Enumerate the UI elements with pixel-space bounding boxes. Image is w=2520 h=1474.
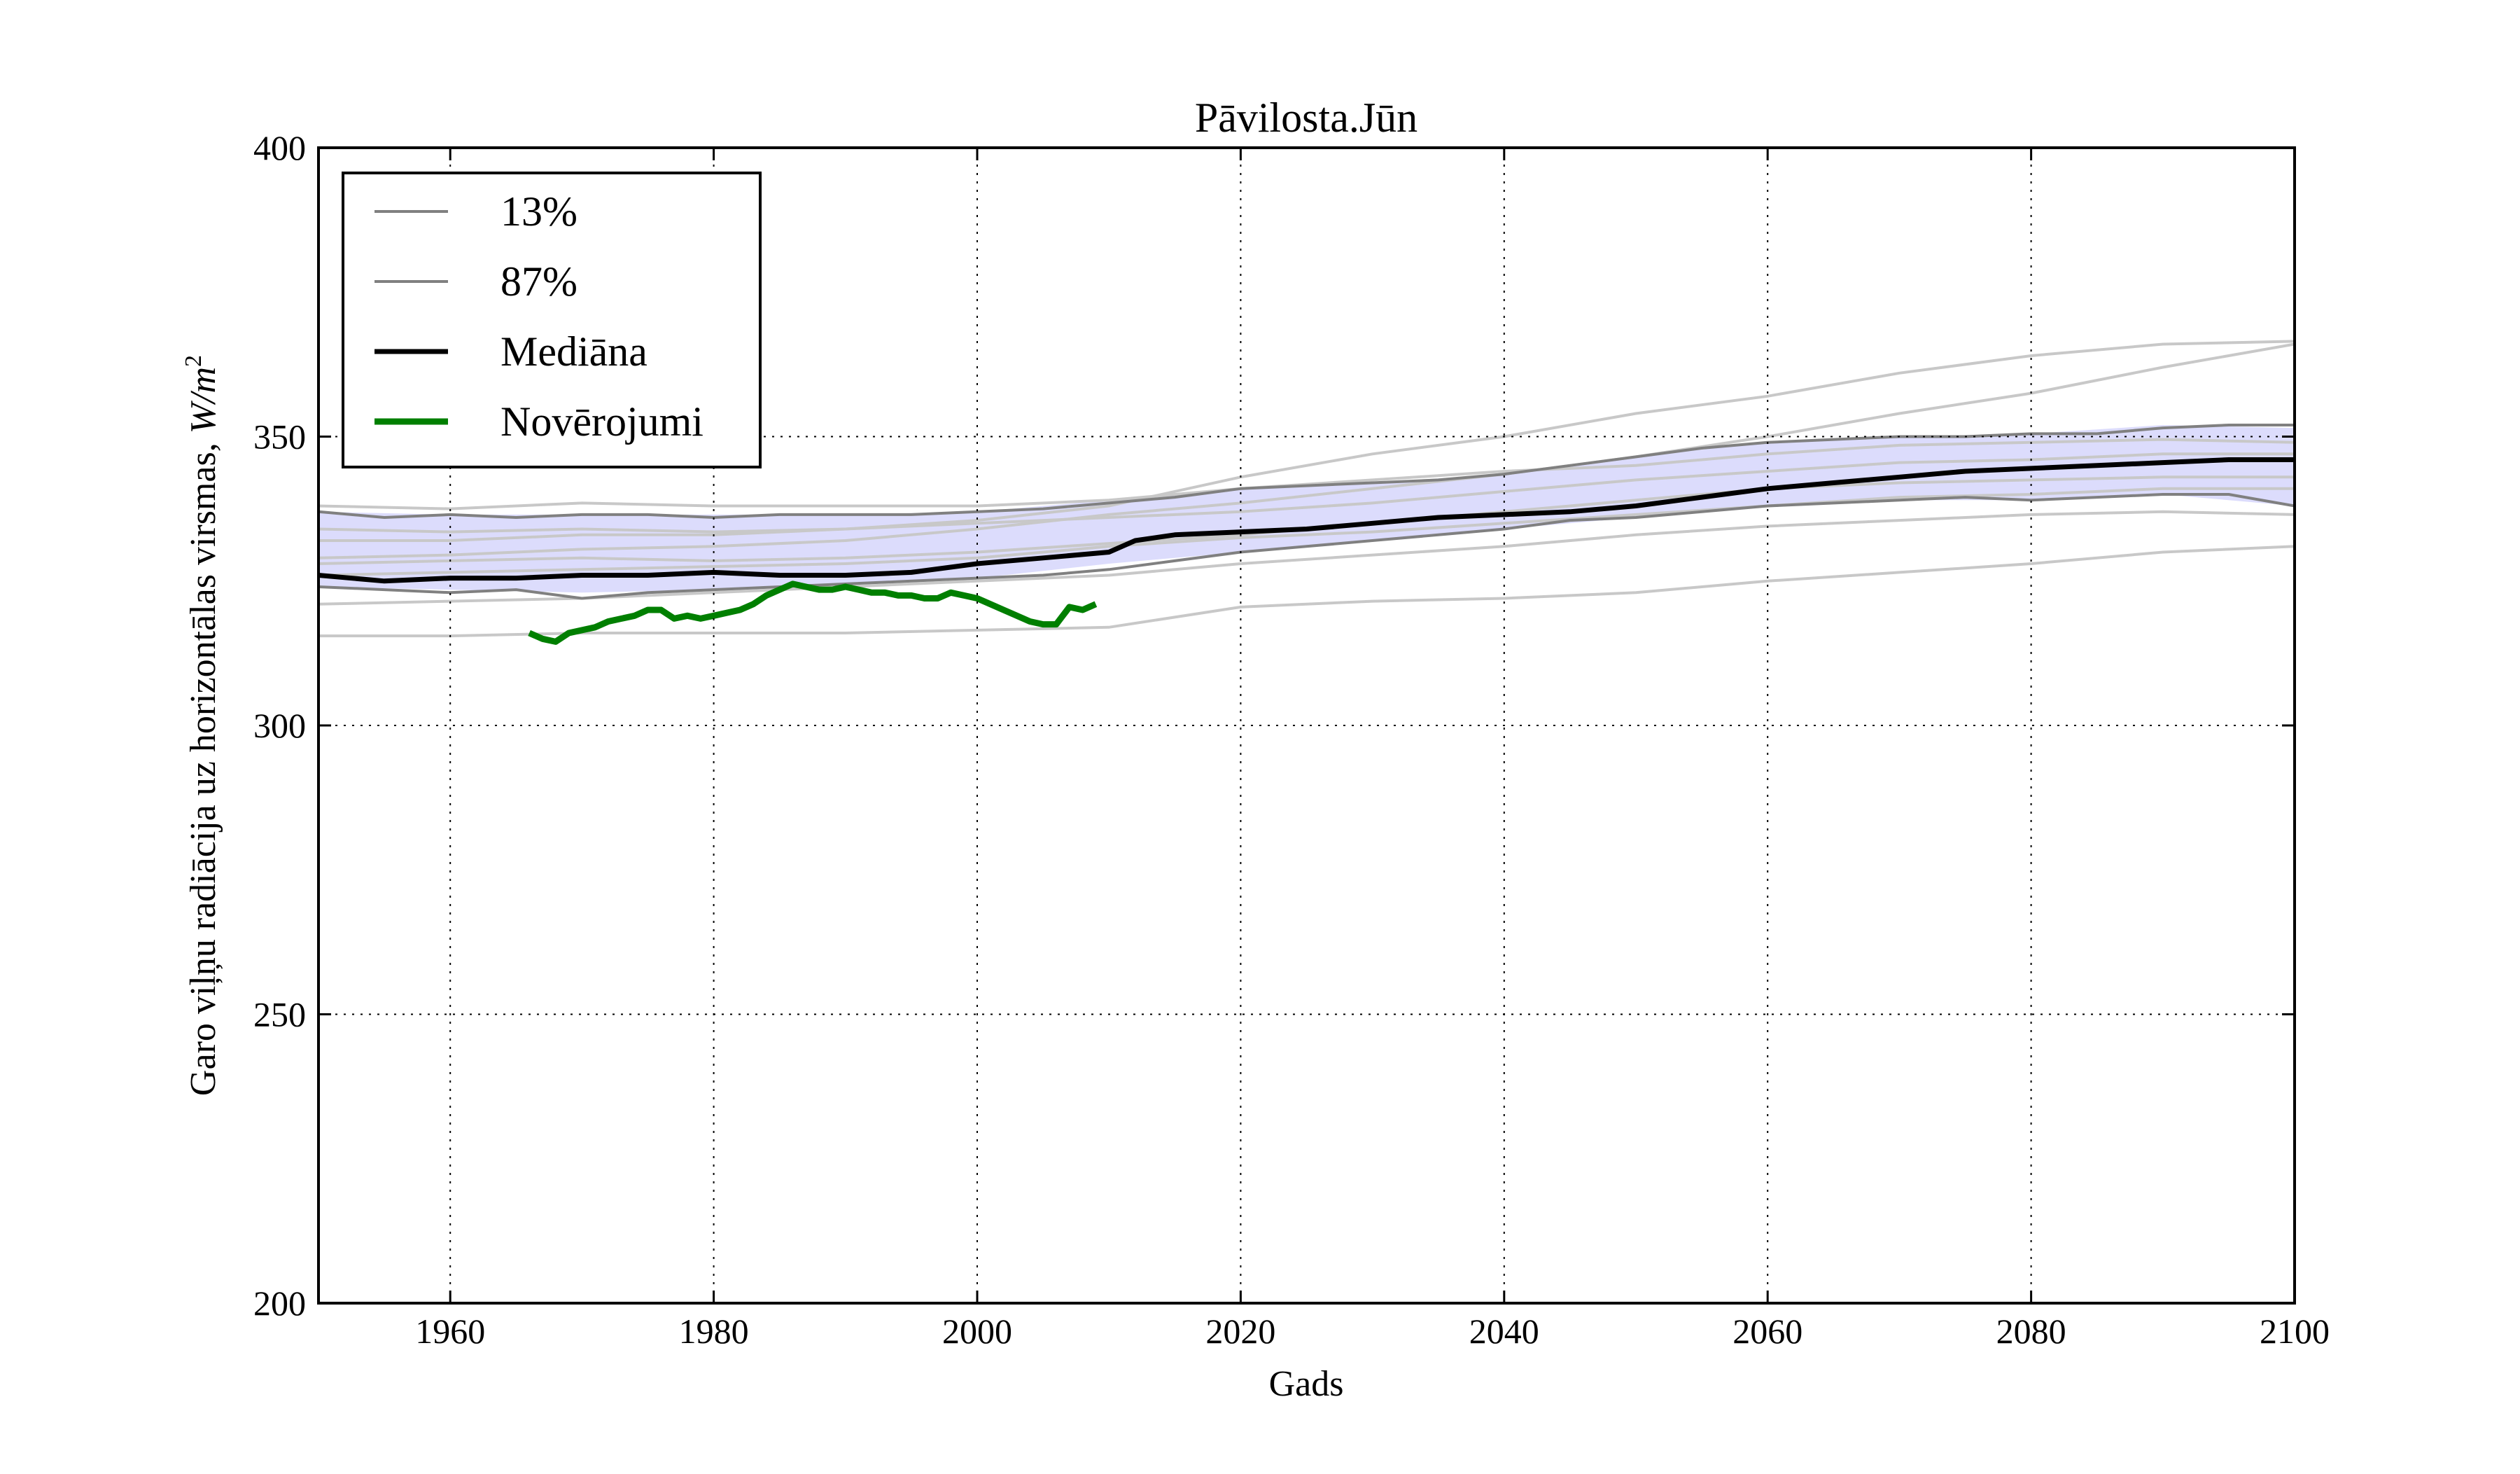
x-axis-label: Gads <box>1269 1364 1344 1404</box>
y-axis-label-unit: W/m <box>183 367 223 433</box>
x-tick-label: 2100 <box>2260 1312 2330 1351</box>
percentile-13-line <box>318 493 2295 600</box>
legend: 13% 87% Mediāna Novērojumi <box>342 172 762 468</box>
legend-label: Mediāna <box>500 328 648 375</box>
legend-label: Novērojumi <box>500 398 704 445</box>
y-tick-label: 400 <box>253 128 306 167</box>
ensemble-member-line <box>318 510 2295 606</box>
plot-area <box>318 340 2295 645</box>
ensemble-member-line <box>318 545 2295 638</box>
chart-title: Pāvilosta.Jūn <box>1195 95 1418 141</box>
x-tick-label: 2080 <box>1996 1312 2066 1351</box>
y-axis-label-exponent: 2 <box>181 355 206 367</box>
legend-box <box>342 172 762 468</box>
x-tick-label: 2060 <box>1732 1312 1802 1351</box>
y-tick-label: 350 <box>253 417 306 457</box>
axis-ticks: 1960 1980 2000 2020 2040 2060 2080 2100 200 250 30… <box>253 128 2330 1351</box>
ensemble-member-line <box>318 452 2295 534</box>
ensemble-member-line <box>318 342 2295 559</box>
y-axis-label: Garo viļņu radiācija uz horizontālas vir… <box>181 355 223 1096</box>
ensemble-member-line <box>318 340 2295 542</box>
y-tick-label: 200 <box>253 1284 306 1323</box>
y-tick-label: 250 <box>253 995 306 1034</box>
x-tick-label: 2040 <box>1469 1312 1539 1351</box>
y-axis-label-text: Garo viļņu radiācija uz horizontālas vir… <box>183 443 223 1096</box>
x-tick-label: 1960 <box>415 1312 485 1351</box>
ensemble-member-line <box>318 487 2295 577</box>
legend-label: 87% <box>500 258 578 305</box>
y-tick-label: 300 <box>253 706 306 745</box>
x-tick-label: 2020 <box>1205 1312 1275 1351</box>
x-tick-label: 1980 <box>679 1312 749 1351</box>
legend-label: 13% <box>500 188 578 235</box>
observations-line <box>528 580 1098 645</box>
percentile-band <box>318 425 2295 593</box>
x-tick-label: 2000 <box>942 1312 1012 1351</box>
median-line <box>318 457 2295 584</box>
